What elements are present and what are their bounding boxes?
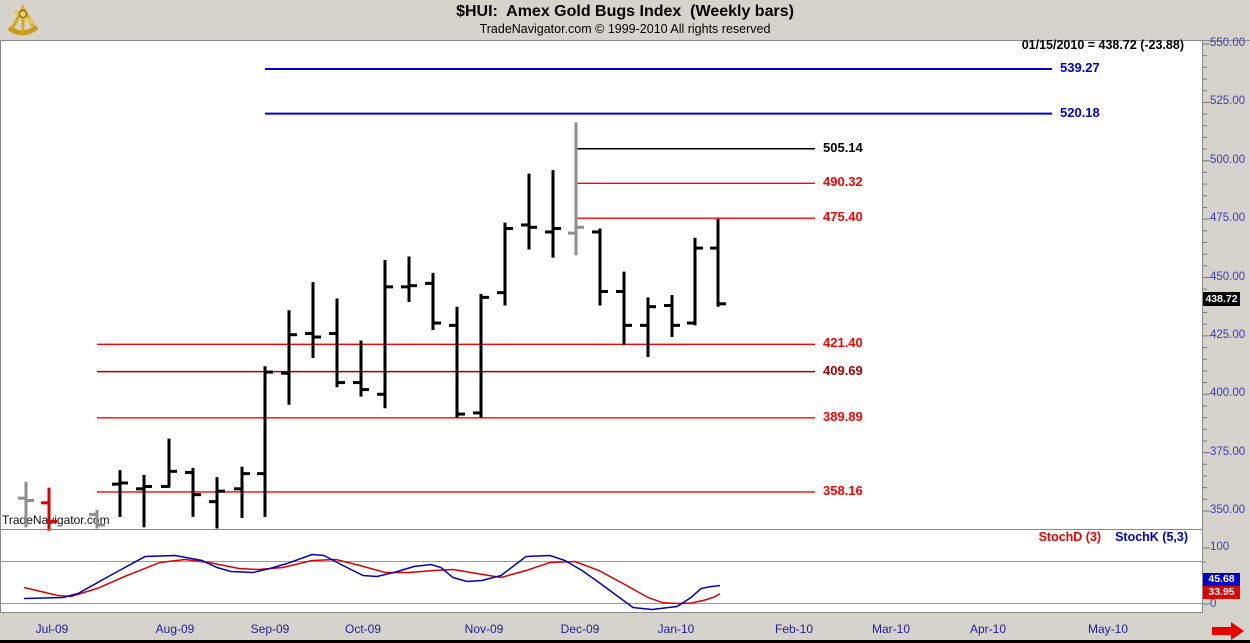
chart-subtitle: TradeNavigator.com © 1999-2010 All right… — [479, 22, 771, 36]
ohlc-bar — [449, 306, 465, 418]
month-label: Aug-09 — [155, 622, 195, 636]
header-bar — [0, 0, 1250, 40]
tradenavigator-logo-icon — [4, 2, 42, 43]
ohlc-bar — [545, 170, 561, 258]
level-label: 539.27 — [1060, 60, 1100, 76]
ohlc-bar — [353, 340, 369, 397]
ohlc-bar — [616, 271, 632, 346]
price-axis-label: 350.00 — [1210, 504, 1246, 516]
ohlc-bar — [209, 477, 225, 529]
stochd-legend-label: StochD (3) — [1038, 530, 1102, 544]
ohlc-bar — [305, 282, 321, 359]
chart-title: $HUI: Amex Gold Bugs Index (Weekly bars) — [456, 3, 794, 20]
month-label: Sep-09 — [250, 622, 290, 636]
price-axis-label: 475.00 — [1210, 212, 1246, 225]
level-label: 389.89 — [823, 408, 863, 424]
month-label: May-10 — [1087, 622, 1128, 636]
bottom-border — [0, 640, 1250, 643]
price-axis-label: 400.00 — [1210, 387, 1246, 400]
price-axis-label: 375.00 — [1210, 445, 1246, 458]
ohlc-bar — [640, 297, 656, 357]
ohlc-bar — [473, 293, 489, 418]
scroll-right-arrow-icon[interactable] — [1212, 622, 1244, 640]
ohlc-bar — [664, 295, 680, 338]
ohlc-bar — [710, 218, 726, 307]
ohlc-bar — [281, 310, 297, 405]
level-label: 520.18 — [1060, 104, 1100, 120]
month-label: Mar-10 — [871, 622, 910, 636]
month-label: Nov-09 — [464, 622, 504, 636]
ohlc-bar — [136, 474, 152, 528]
ohlc-bar — [592, 228, 608, 306]
stochd-value-badge: 33.95 — [1203, 586, 1240, 599]
ohlc-bar — [257, 366, 273, 517]
ohlc-bar — [521, 173, 537, 250]
level-label: 490.32 — [823, 174, 863, 190]
level-label: 409.69 — [823, 362, 863, 378]
month-label: Apr-10 — [969, 622, 1007, 636]
last-quote-readout: 01/15/2010 = 438.72 (-23.88) — [1021, 38, 1184, 52]
month-label: Oct-09 — [344, 622, 381, 636]
level-label: 358.16 — [823, 482, 863, 498]
price-axis-label: 525.00 — [1210, 95, 1246, 108]
ohlc-bar — [687, 237, 703, 326]
level-label: 421.40 — [823, 335, 863, 351]
price-axis-label: 500.00 — [1210, 153, 1246, 166]
month-label: Dec-09 — [560, 622, 600, 636]
ohlc-bar — [401, 256, 417, 303]
time-axis-strip — [0, 613, 1250, 643]
ohlc-bar — [161, 438, 177, 488]
price-axis-label: 425.00 — [1210, 328, 1246, 341]
current-price-badge: 438.72 — [1203, 292, 1240, 306]
level-label: 505.14 — [823, 139, 863, 155]
stochk-value-badge: 45.68 — [1203, 573, 1240, 586]
stoch-d-line — [23, 558, 721, 605]
ohlc-bar — [497, 222, 513, 306]
ohlc-bar — [329, 298, 345, 388]
price-axis-label: 550.00 — [1210, 37, 1246, 49]
price-axis-label: 450.00 — [1210, 270, 1246, 283]
stoch-axis-label-0: 0 — [1210, 598, 1217, 610]
ohlc-bar — [18, 481, 34, 528]
ohlc-bar — [234, 466, 250, 519]
level-label: 475.40 — [823, 209, 863, 225]
stochk-legend-label: StochK (5,3) — [1115, 530, 1188, 544]
month-label: Jul-09 — [35, 622, 69, 636]
price-axis-panel — [1203, 40, 1250, 615]
month-label: Feb-10 — [774, 622, 814, 636]
ohlc-bar — [112, 470, 128, 517]
ohlc-bar — [89, 509, 105, 529]
stoch-axis-label-100: 100 — [1210, 541, 1230, 553]
ohlc-bar — [377, 259, 393, 409]
month-label: Jan-10 — [657, 622, 695, 636]
ohlc-bar — [41, 487, 57, 531]
stoch-k-line — [23, 553, 721, 611]
stoch-legend: StochD (3) StochK (5,3) — [1039, 530, 1188, 544]
ohlc-bar — [185, 467, 201, 517]
ohlc-bar — [568, 122, 584, 256]
watermark-text: TradeNavigator.com — [2, 513, 110, 527]
ohlc-bar — [425, 272, 441, 331]
